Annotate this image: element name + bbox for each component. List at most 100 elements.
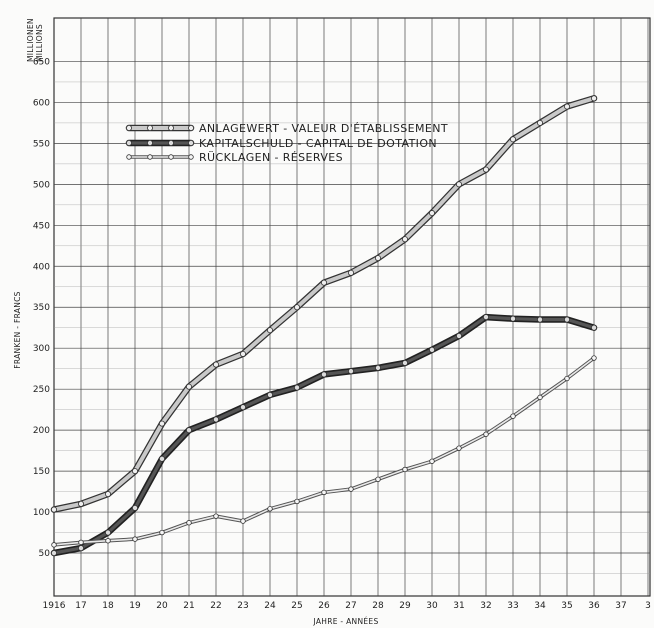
- data-point: [347, 269, 354, 276]
- legend-marker: [187, 139, 194, 146]
- data-point: [159, 529, 165, 536]
- x-tick-label: 26: [318, 601, 330, 611]
- data-point: [132, 536, 138, 542]
- legend-marker: [187, 125, 194, 132]
- legend: ANLAGEWERT - VALEUR D'ÉTABLISSEMENT KAPIT…: [125, 122, 448, 164]
- legend-label: KAPITALSCHULD - CAPITAL DE DOTATION: [199, 137, 437, 150]
- legend-marker: [188, 154, 194, 160]
- x-tick-label: 28: [372, 601, 384, 611]
- y-tick-label: 300: [33, 344, 50, 354]
- x-tick-label: 29: [399, 601, 411, 611]
- x-tick-label: 33: [507, 601, 518, 611]
- x-axis-ticks: 1916 17 18 19 20 21 22 23 24 25 26 27 28 29 30 31 32 33 34…: [43, 601, 651, 611]
- data-point: [78, 500, 85, 507]
- data-point: [293, 304, 300, 311]
- data-point: [591, 324, 598, 331]
- legend-label: RÜCKLAGEN - RÉSERVES: [199, 151, 343, 164]
- x-tick-label: 24: [264, 601, 276, 611]
- y-tick-label: 600: [33, 98, 50, 108]
- data-point: [131, 468, 138, 475]
- y-tick-label: 150: [33, 467, 50, 477]
- data-point: [213, 513, 219, 519]
- data-point: [510, 413, 516, 419]
- data-point: [78, 545, 85, 552]
- data-point: [401, 359, 408, 366]
- x-tick-label: 19: [129, 601, 141, 611]
- y-axis-ticks: 50 100 150 200 250 300 350 400 450 500 550 600 650: [33, 57, 50, 559]
- y-tick-label: 200: [33, 426, 50, 436]
- x-tick-label: 23: [237, 601, 248, 611]
- data-point: [537, 316, 544, 323]
- data-point: [429, 458, 435, 464]
- legend-label: ANLAGEWERT - VALEUR D'ÉTABLISSEMENT: [199, 122, 448, 135]
- data-point: [482, 314, 489, 321]
- data-point: [78, 539, 84, 546]
- data-point: [239, 404, 246, 411]
- data-point: [105, 538, 111, 544]
- data-point: [186, 520, 192, 526]
- y-tick-label: 50: [39, 549, 51, 559]
- x-tick-label: 34: [534, 601, 546, 611]
- data-point: [320, 371, 327, 378]
- data-point: [239, 350, 246, 357]
- x-tick-label: 32: [480, 601, 491, 611]
- x-tick-label: 25: [291, 601, 302, 611]
- y-tick-label: 400: [33, 262, 50, 272]
- x-tick-label: 18: [102, 601, 114, 611]
- data-point: [105, 491, 112, 498]
- data-point: [131, 504, 138, 511]
- legend-marker: [167, 125, 174, 132]
- data-point: [185, 427, 192, 434]
- data-point: [348, 486, 354, 492]
- data-point: [320, 279, 327, 286]
- x-tick-label: 17: [75, 601, 86, 611]
- data-point: [293, 384, 300, 391]
- data-point: [537, 394, 543, 401]
- x-tick-label: 36: [588, 601, 600, 611]
- data-point: [455, 332, 462, 339]
- x-tick-label: 37: [615, 601, 626, 611]
- x-tick-label: 21: [183, 601, 194, 611]
- series-2: [50, 313, 598, 557]
- data-point: [591, 355, 597, 361]
- data-point: [158, 455, 165, 462]
- legend-marker: [168, 154, 174, 160]
- data-point: [428, 210, 435, 217]
- data-point: [51, 506, 58, 513]
- legend-marker: [126, 139, 133, 146]
- data-point: [401, 236, 408, 243]
- y-tick-label: 650: [33, 57, 50, 67]
- y-tick-label: 500: [33, 180, 50, 190]
- x-tick-label: 30: [426, 601, 438, 611]
- unit-label-de: MILLIONEN: [26, 18, 35, 62]
- data-point: [212, 361, 219, 368]
- data-point: [509, 315, 516, 322]
- legend-marker: [126, 154, 132, 160]
- chart-grid: [53, 17, 651, 597]
- data-point: [374, 364, 381, 371]
- data-point: [266, 391, 273, 398]
- y-axis-title: FRANKEN - FRANCS: [13, 291, 22, 368]
- x-tick-label: 22: [210, 601, 221, 611]
- y-tick-label: 100: [33, 508, 50, 518]
- x-tick-label: 20: [156, 601, 168, 611]
- data-point: [266, 327, 273, 334]
- legend-marker: [167, 139, 174, 146]
- x-tick-label: 27: [345, 601, 356, 611]
- series-1: [50, 95, 598, 513]
- data-point: [321, 489, 327, 496]
- data-point: [456, 445, 462, 451]
- data-point: [537, 119, 544, 126]
- data-point: [564, 103, 571, 110]
- legend-marker: [147, 154, 153, 160]
- y-tick-label: 550: [33, 139, 50, 149]
- x-tick-label: 3: [645, 601, 651, 611]
- legend-marker: [146, 125, 153, 132]
- data-point: [455, 181, 462, 188]
- x-axis-title: JAHRE - ANNÉES: [312, 617, 378, 626]
- data-point: [402, 466, 408, 473]
- data-point: [564, 375, 570, 382]
- data-point: [564, 316, 571, 323]
- data-point: [51, 550, 58, 557]
